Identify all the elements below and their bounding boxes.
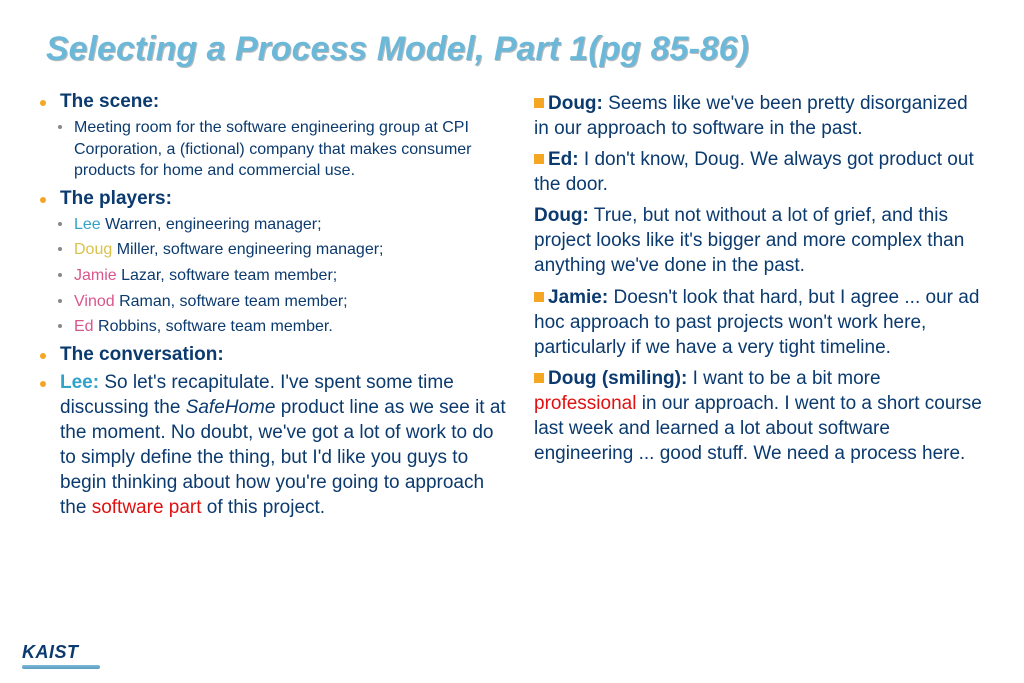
player-rest: Robbins, software team member. <box>94 318 333 335</box>
slide-title: Selecting a Process Model, Part 1(pg 85-… <box>40 30 984 69</box>
doug3-dialog: Doug (smiling): I want to be a bit more … <box>534 366 984 466</box>
logo-text: KAIST <box>22 642 100 663</box>
doug2-text: True, but not without a lot of grief, an… <box>534 205 964 276</box>
lee-red: software part <box>92 497 202 518</box>
doug3-pre: I want to be a bit more <box>687 368 880 389</box>
player-vinod: Vinod Raman, software team member; <box>40 291 510 313</box>
ed-text: I don't know, Doug. We always got produc… <box>534 149 974 195</box>
scene-row: The scene: <box>40 91 510 113</box>
bullet-icon <box>40 381 46 387</box>
speaker-doug: Doug (smiling): <box>548 368 687 389</box>
lee-end: of this project. <box>202 497 326 518</box>
right-column: Doug: Seems like we've been pretty disor… <box>534 91 984 524</box>
scene-text: Meeting room for the software engineerin… <box>74 117 510 182</box>
player-lee: Lee Warren, engineering manager; <box>40 214 510 236</box>
sub-bullet-icon <box>58 222 62 226</box>
lee-dialog-row: Lee: So let's recapitulate. I've spent s… <box>40 370 510 520</box>
slide: Selecting a Process Model, Part 1(pg 85-… <box>0 0 1024 544</box>
speaker-jamie: Jamie: <box>548 287 608 308</box>
player-name: Ed <box>74 318 94 335</box>
player-text: Jamie Lazar, software team member; <box>74 265 337 287</box>
player-ed: Ed Robbins, software team member. <box>40 316 510 338</box>
player-name: Jamie <box>74 267 117 284</box>
players-row: The players: <box>40 188 510 210</box>
left-column: The scene: Meeting room for the software… <box>40 91 510 524</box>
kaist-logo: KAIST <box>22 642 100 669</box>
square-bullet-icon <box>534 154 544 164</box>
sub-bullet-icon <box>58 273 62 277</box>
square-bullet-icon <box>534 292 544 302</box>
bullet-icon <box>40 353 46 359</box>
jamie-dialog: Jamie: Doesn't look that hard, but I agr… <box>534 285 984 360</box>
players-heading: The players: <box>60 188 172 210</box>
player-doug: Doug Miller, software engineering manage… <box>40 239 510 261</box>
player-rest: Warren, engineering manager; <box>101 216 322 233</box>
player-rest: Lazar, software team member; <box>117 267 338 284</box>
player-text: Doug Miller, software engineering manage… <box>74 239 384 261</box>
player-text: Vinod Raman, software team member; <box>74 291 348 313</box>
lee-dialog: Lee: So let's recapitulate. I've spent s… <box>60 370 510 520</box>
speaker-doug: Doug: <box>548 93 603 114</box>
sub-bullet-icon <box>58 125 62 129</box>
player-name: Doug <box>74 241 112 258</box>
lee-ital: SafeHome <box>186 397 276 418</box>
logo-underline <box>22 665 100 669</box>
player-text: Lee Warren, engineering manager; <box>74 214 322 236</box>
player-jamie: Jamie Lazar, software team member; <box>40 265 510 287</box>
sub-bullet-icon <box>58 247 62 251</box>
conv-row: The conversation: <box>40 344 510 366</box>
bullet-icon <box>40 100 46 106</box>
player-text: Ed Robbins, software team member. <box>74 316 333 338</box>
player-name: Vinod <box>74 293 115 310</box>
player-rest: Miller, software engineering manager; <box>112 241 383 258</box>
scene-heading: The scene: <box>60 91 159 113</box>
doug3-red: professional <box>534 393 636 414</box>
ed-dialog: Ed: I don't know, Doug. We always got pr… <box>534 147 984 197</box>
columns: The scene: Meeting room for the software… <box>40 91 984 524</box>
conv-heading: The conversation: <box>60 344 224 366</box>
square-bullet-icon <box>534 98 544 108</box>
scene-text-row: Meeting room for the software engineerin… <box>40 117 510 182</box>
bullet-icon <box>40 197 46 203</box>
sub-bullet-icon <box>58 299 62 303</box>
player-rest: Raman, software team member; <box>115 293 348 310</box>
doug1-dialog: Doug: Seems like we've been pretty disor… <box>534 91 984 141</box>
speaker-doug: Doug: <box>534 205 589 226</box>
player-name: Lee <box>74 216 101 233</box>
speaker-lee: Lee: <box>60 372 99 393</box>
sub-bullet-icon <box>58 324 62 328</box>
doug2-dialog: Doug: True, but not without a lot of gri… <box>534 203 984 278</box>
speaker-ed: Ed: <box>548 149 579 170</box>
square-bullet-icon <box>534 373 544 383</box>
